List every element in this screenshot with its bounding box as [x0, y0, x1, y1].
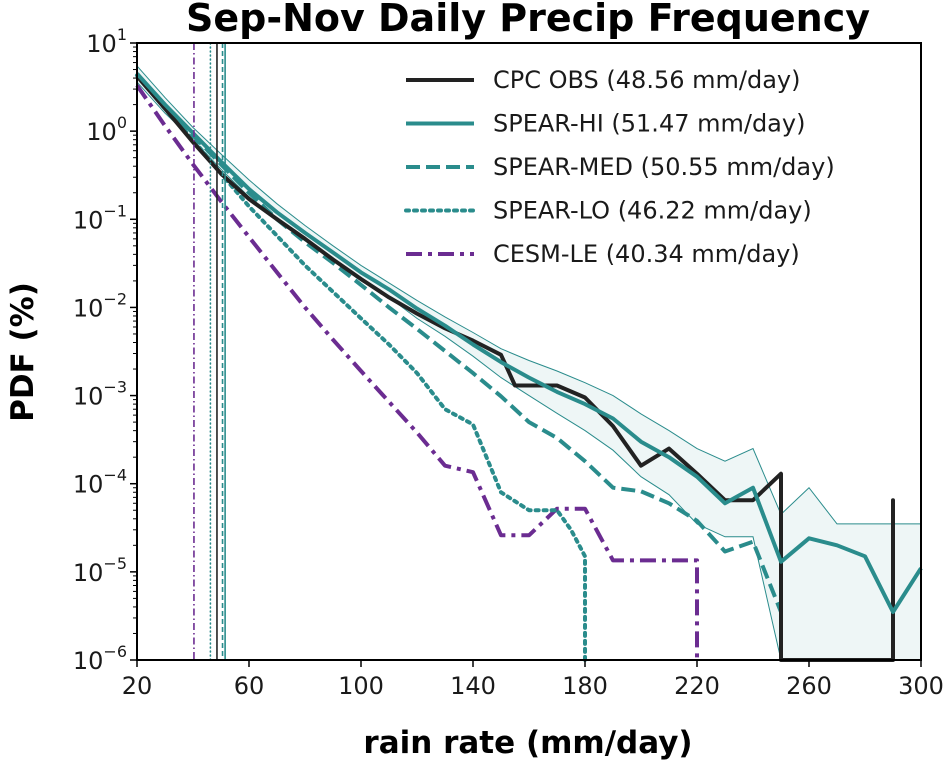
x-tick-label: 100 [338, 672, 384, 700]
legend-label-3: SPEAR-LO (46.22 mm/day) [493, 197, 812, 225]
chart-title: Sep-Nov Daily Precip Frequency [186, 0, 870, 40]
series-line-0 [135, 74, 895, 662]
x-axis-label: rain rate (mm/day) [363, 725, 692, 761]
y-tick-label: 10−2 [73, 289, 127, 322]
x-tick-label: 300 [898, 672, 944, 700]
spread-fill [137, 65, 921, 660]
legend-label-2: SPEAR-MED (50.55 mm/day) [493, 153, 835, 181]
legend-label-1: SPEAR-HI (51.47 mm/day) [493, 110, 805, 138]
x-tick-label: 20 [122, 672, 153, 700]
x-tick-label: 140 [450, 672, 496, 700]
spread-upper-bound [136, 65, 921, 525]
x-tick-label: 180 [562, 672, 608, 700]
y-axis-label: PDF (%) [5, 282, 41, 422]
y-tick-label: 10−4 [73, 466, 127, 499]
legend-label-4: CESM-LE (40.34 mm/day) [493, 240, 800, 268]
y-tick-label: 100 [86, 113, 127, 146]
legend: CPC OBS (48.56 mm/day) SPEAR-HI (51.47 mm… [404, 66, 835, 268]
mean-markers [193, 42, 226, 661]
series-line-2 [135, 73, 783, 660]
legend-label-0: CPC OBS (48.56 mm/day) [493, 66, 800, 94]
y-tick-label: 10−5 [73, 554, 127, 587]
x-tick-label: 60 [234, 672, 265, 700]
plot-frame [136, 42, 922, 661]
x-tick-label: 260 [786, 672, 832, 700]
y-tick-label: 101 [86, 25, 127, 58]
y-tick-label: 10−6 [73, 642, 127, 675]
series-lines [135, 72, 923, 662]
x-tick-label: 220 [674, 672, 720, 700]
y-tick-label: 10−3 [73, 378, 127, 411]
axis-ticks: 20 60 100 140 180 220 260 300 101 100 10−1 10−2 10−3… [73, 25, 944, 700]
y-tick-label: 10−1 [73, 201, 127, 234]
series-line-1 [135, 72, 923, 614]
